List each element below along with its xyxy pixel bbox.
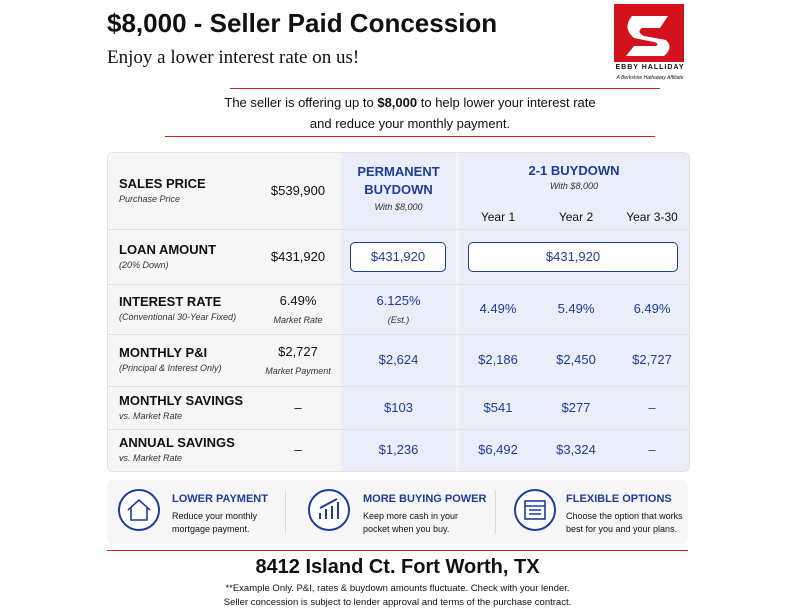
intro-line: and reduce your monthly payment. <box>309 116 511 131</box>
divider <box>230 88 660 89</box>
features-panel: LOWER PAYMENT Reduce your monthly mortgag… <box>107 480 688 544</box>
buydown-note: With $8,000 <box>550 181 598 191</box>
feature-title: MORE BUYING POWER <box>363 493 487 505</box>
disclaimer: **Example Only. P&I, rates & buydown amo… <box>225 583 570 594</box>
brand-tagline: A Berkshire Hathaway Affiliate <box>616 75 684 81</box>
row-divider <box>108 284 689 285</box>
feature-text: Choose the option that works best for yo… <box>566 511 683 534</box>
separator <box>285 490 286 534</box>
year-value: 5.49% <box>557 301 595 316</box>
feature-title: FLEXIBLE OPTIONS <box>566 493 672 505</box>
permanent-title: PERMANENT BUYDOWN <box>357 164 440 197</box>
address: 8412 Island Ct. Fort Worth, TX <box>255 556 540 578</box>
row-divider <box>108 386 689 387</box>
market-note: Market Payment <box>265 366 331 376</box>
separator <box>495 490 496 534</box>
year-value: – <box>648 399 656 415</box>
buydown-title: 2-1 BUYDOWN <box>528 163 620 178</box>
buydown-column <box>459 153 689 471</box>
market-value: – <box>294 442 302 457</box>
row-sublabel: vs. Market Rate <box>119 410 183 421</box>
row-label: MONTHLY P&I <box>119 345 208 360</box>
year-header: Year 2 <box>558 210 594 224</box>
row-label: LOAN AMOUNT <box>119 241 217 257</box>
row-divider <box>108 429 689 430</box>
subtitle: Enjoy a lower interest rate on us! <box>107 47 360 68</box>
row-sublabel: (Conventional 30-Year Fixed) <box>119 312 237 322</box>
row-divider <box>108 229 689 230</box>
comparison-table: PERMANENT BUYDOWN With $8,000 2-1 BUYDOW… <box>107 152 690 472</box>
year-value: $541 <box>483 399 513 415</box>
icon-calendar <box>514 489 556 531</box>
market-value: $2,727 <box>278 344 318 359</box>
row-label: ANNUAL SAVINGS <box>119 435 235 450</box>
row-label: MONTHLY SAVINGS <box>119 392 244 408</box>
year-value: 4.49% <box>479 301 517 316</box>
divider <box>165 136 655 137</box>
permanent-value: $1,236 <box>378 442 419 457</box>
year-value: $6,492 <box>478 442 518 457</box>
intro-rest: to help lower your interest rate <box>420 95 596 110</box>
row-sublabel: (20% Down) <box>119 259 169 270</box>
year-value: $277 <box>561 399 591 415</box>
divider <box>107 550 688 551</box>
year-value: $3,324 <box>556 442 596 457</box>
permanent-value: 6.125% <box>376 293 421 308</box>
intro-lead: The seller is offering up to <box>224 95 374 110</box>
market-value: $431,920 <box>270 248 326 264</box>
row-label: SALES PRICE <box>119 176 206 191</box>
title: $8,000 - Seller Paid Concession <box>107 8 498 38</box>
feature-title: LOWER PAYMENT <box>172 493 268 505</box>
feature-text: Reduce your monthly mortgage payment. <box>172 511 258 534</box>
brand: EBBY HALLIDAY <box>615 64 685 71</box>
disclaimer: Seller concession is subject to lender a… <box>223 597 572 608</box>
icon-house <box>118 489 160 531</box>
row-divider <box>108 334 689 335</box>
permanent-value: $2,624 <box>378 352 419 367</box>
row-sublabel: Purchase Price <box>119 194 181 204</box>
buydown-value: $431,920 <box>468 241 678 272</box>
icon-chart <box>308 489 350 531</box>
market-value: $539,900 <box>270 183 326 198</box>
year-value: 6.49% <box>633 301 671 316</box>
permanent-value: $103 <box>384 399 413 415</box>
permanent-note: (Est.) <box>387 315 410 325</box>
year-value: $2,450 <box>556 352 596 367</box>
row-label: INTEREST RATE <box>119 294 222 309</box>
row-sublabel: (Principal & Interest Only) <box>119 363 222 373</box>
market-note: Market Rate <box>273 315 323 325</box>
market-value: – <box>294 399 302 415</box>
permanent-column <box>341 153 456 471</box>
year-header: Year 3-30 <box>626 210 678 224</box>
year-value: $2,727 <box>632 352 672 367</box>
logo <box>614 4 684 62</box>
year-header: Year 1 <box>480 210 516 224</box>
intro-line: The seller is offering up to $8,000 to h… <box>150 95 670 110</box>
permanent-note: With $8,000 <box>374 202 423 212</box>
permanent-value: $431,920 <box>350 241 446 272</box>
row-sublabel: vs. Market Rate <box>119 453 183 463</box>
year-value: $2,186 <box>478 352 518 367</box>
intro-amount: $8,000 <box>377 95 418 110</box>
feature-text: Keep more cash in your pocket when you b… <box>363 511 459 534</box>
year-value: – <box>648 442 656 457</box>
market-value: 6.49% <box>279 293 317 308</box>
